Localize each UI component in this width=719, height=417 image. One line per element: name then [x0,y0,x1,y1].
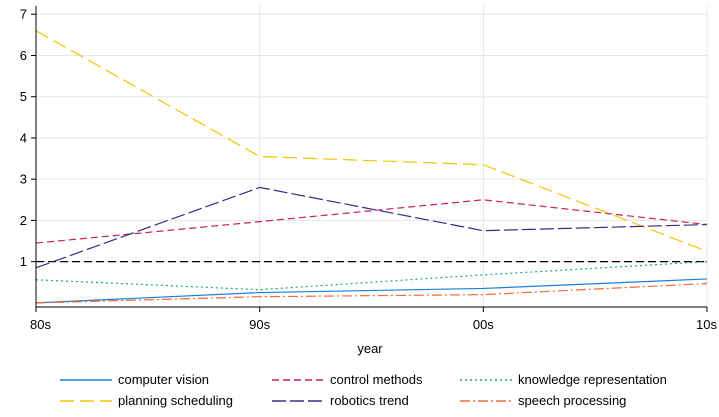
y-tick-label: 6 [20,48,27,63]
legend-item: robotics trend [270,392,458,409]
series-line-planning-scheduling [35,30,708,252]
x-tick-label: 10s [696,317,717,332]
legend-swatch [460,399,512,402]
legend-item: planning scheduling [58,392,270,409]
series-line-computer-vision [35,278,708,304]
y-tick-label: 5 [20,89,27,104]
legend-label: knowledge representation [518,372,667,387]
legend-label: control methods [330,372,423,387]
legend-swatch [272,378,324,381]
y-tick-label: 2 [20,213,27,228]
series-line-robotics-trend [35,186,708,269]
legend-item: control methods [270,371,458,388]
legend-label: speech processing [518,393,627,408]
legend-label: planning scheduling [118,393,233,408]
gridlines [35,6,708,307]
y-tick-label: 1 [20,254,27,269]
series-lines [35,30,708,304]
legend-swatch [272,399,324,402]
legend-swatch [60,399,112,402]
x-tick-label: 00s [473,317,494,332]
legend-item: knowledge representation [458,371,698,388]
axes: 1 2 3 4 5 6 7 80s 90s 00s 10s [20,6,717,332]
x-tick-label: 80s [30,317,51,332]
legend: computer vision control methods knowledge … [58,371,698,409]
legend-item: speech processing [458,392,698,409]
series-line-control-methods [35,199,708,244]
legend-swatch [60,378,112,381]
x-axis-title: year [357,341,383,356]
y-tick-label: 7 [20,7,27,22]
legend-swatch [460,378,512,381]
y-tick-label: 4 [20,130,27,145]
series-line-knowledge-representation [35,261,708,291]
legend-item: computer vision [58,371,270,388]
legend-label: computer vision [118,372,210,387]
legend-label: robotics trend [330,393,409,408]
x-tick-label: 90s [249,317,270,332]
series-line-speech-processing [35,282,708,304]
y-tick-label: 3 [20,172,27,187]
